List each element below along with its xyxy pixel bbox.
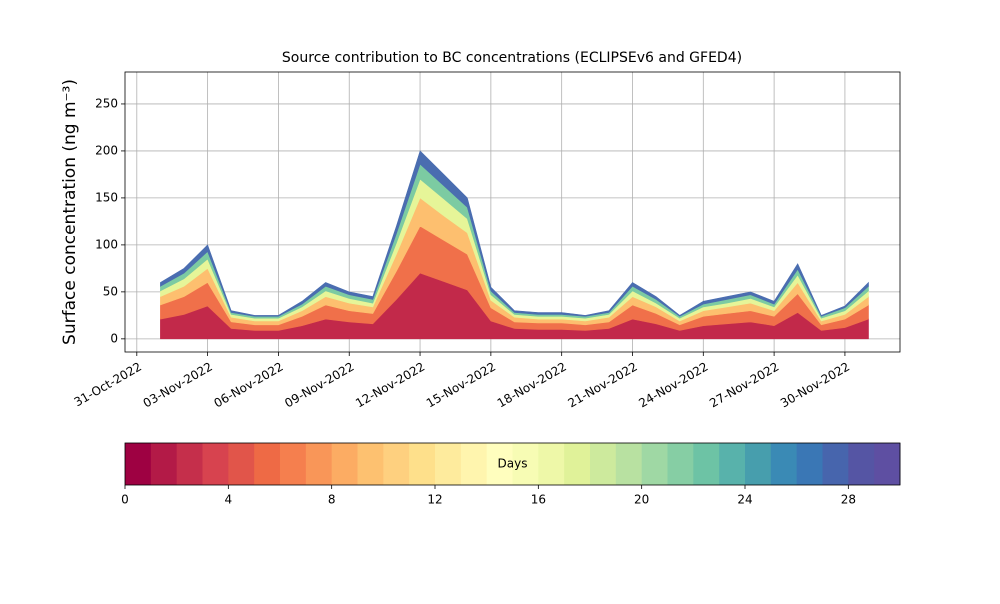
colorbar-swatch	[305, 443, 333, 485]
colorbar-swatch	[796, 443, 823, 485]
colorbar-swatch	[383, 443, 410, 485]
y-tick-label: 100	[95, 237, 118, 251]
y-tick-label: 50	[103, 284, 118, 298]
colorbar-swatch	[590, 443, 617, 485]
chart-title: Source contribution to BC concentrations…	[282, 50, 742, 66]
x-tick-label: 18-Nov-2022	[495, 360, 569, 411]
x-tick-label: 06-Nov-2022	[211, 360, 285, 411]
colorbar-swatch	[641, 443, 668, 485]
x-tick-label: 31-Oct-2022	[72, 360, 144, 410]
colorbar-tick-label: 4	[225, 493, 233, 507]
x-tick-label: 21-Nov-2022	[566, 360, 640, 411]
colorbar-swatch	[254, 443, 281, 485]
colorbar-swatch	[280, 443, 307, 485]
y-axis-label: Surface concentration (ng m⁻³)	[60, 79, 80, 345]
colorbar-tick-label: 16	[531, 493, 546, 507]
colorbar-swatch	[202, 443, 229, 485]
colorbar-swatch	[848, 443, 875, 485]
y-tick-label: 200	[95, 143, 118, 157]
colorbar-label: Days	[498, 457, 528, 471]
colorbar-swatch	[667, 443, 694, 485]
colorbar-swatch	[409, 443, 436, 485]
colorbar-tick-label: 24	[737, 493, 752, 507]
x-tick-label: 27-Nov-2022	[707, 360, 781, 411]
colorbar-swatch	[150, 443, 178, 485]
x-tick-label: 12-Nov-2022	[353, 360, 427, 411]
colorbar-tick-label: 20	[634, 493, 649, 507]
colorbar-swatch	[719, 443, 746, 485]
plot-frame	[124, 71, 901, 353]
colorbar-swatch	[538, 443, 565, 485]
colorbar-swatch	[693, 443, 720, 485]
colorbar-swatch	[486, 443, 513, 485]
area-layer	[160, 163, 869, 319]
colorbar-swatch	[176, 443, 203, 485]
x-tick-label: 15-Nov-2022	[424, 360, 498, 411]
x-tick-label: 24-Nov-2022	[636, 360, 710, 411]
colorbar-swatch	[615, 443, 643, 485]
colorbar-swatch	[874, 443, 901, 485]
x-tick-label: 30-Nov-2022	[778, 360, 852, 411]
colorbar-swatch	[822, 443, 849, 485]
colorbar-tick-label: 28	[841, 493, 856, 507]
x-tick-label: 09-Nov-2022	[282, 360, 356, 411]
colorbar-tick-label: 8	[328, 493, 336, 507]
x-tick-label: 03-Nov-2022	[141, 360, 215, 411]
colorbar-swatch	[435, 443, 462, 485]
colorbar-frame	[124, 442, 901, 486]
y-tick-label: 150	[95, 190, 118, 204]
y-tick-label: 250	[95, 96, 118, 110]
y-tick-label: 0	[110, 331, 118, 345]
colorbar-swatch	[331, 443, 358, 485]
colorbar-swatch	[228, 443, 255, 485]
colorbar-tick-label: 0	[121, 493, 129, 507]
colorbar-tick-label: 12	[427, 493, 442, 507]
colorbar-swatch	[125, 443, 152, 485]
colorbar-swatch	[745, 443, 772, 485]
colorbar-swatch	[357, 443, 384, 485]
area-layer	[160, 150, 869, 317]
colorbar-swatch	[460, 443, 488, 485]
colorbar-swatch	[564, 443, 591, 485]
colorbar-swatch	[512, 443, 539, 485]
colorbar-swatch	[770, 443, 798, 485]
